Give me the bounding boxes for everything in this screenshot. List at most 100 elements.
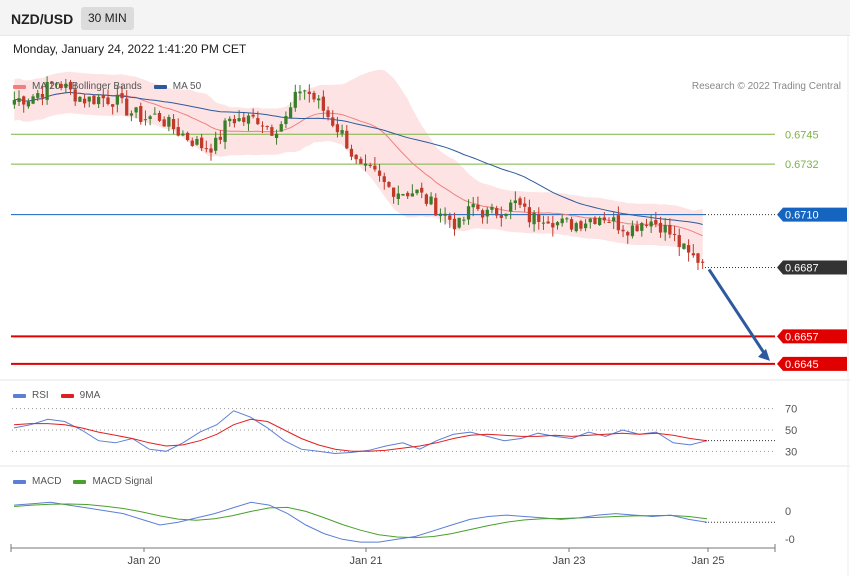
candle-body: [429, 196, 433, 205]
candle-body: [663, 225, 667, 233]
timeframe-badge[interactable]: 30 MIN: [81, 7, 134, 30]
candle-body: [148, 116, 152, 119]
candle-body: [630, 225, 635, 237]
candle-body: [335, 124, 340, 133]
candle-body: [349, 148, 354, 157]
rsi-swatch: [13, 393, 26, 398]
rsi-legend-label: RSI: [32, 390, 49, 401]
candle-body: [523, 203, 527, 207]
macd-signal-line: [13, 503, 708, 539]
candle-body: [246, 115, 251, 124]
candle-body: [111, 104, 115, 107]
candle-body: [546, 221, 550, 224]
candle-body: [101, 94, 105, 99]
candle-body: [40, 93, 45, 98]
credit-label: Research © 2022 Trading Central: [691, 81, 841, 92]
candle-body: [607, 222, 611, 224]
candle-body: [167, 117, 171, 127]
candle-body: [555, 222, 560, 226]
candle-body: [406, 192, 410, 197]
candle-body: [354, 154, 358, 160]
candle-body: [701, 261, 705, 263]
candle-body: [218, 136, 223, 140]
macd-legend-label: MACD: [32, 476, 62, 487]
macd-swatch: [13, 479, 26, 484]
candle-body: [134, 107, 138, 113]
candle-body: [382, 176, 386, 183]
macd-tick-label: -0: [785, 534, 795, 546]
candle-body: [321, 96, 326, 111]
candle-body: [635, 225, 639, 232]
candle-body: [438, 213, 443, 217]
candle-body: [494, 208, 499, 216]
level-label: 0.6745: [785, 129, 819, 141]
candle-body: [199, 137, 204, 149]
x-tick-label: Jan 20: [127, 555, 160, 567]
candle-body: [256, 118, 260, 125]
candle-body: [649, 221, 653, 227]
level-label: 0.6732: [785, 159, 819, 171]
candle-body: [303, 90, 307, 92]
candle-body: [176, 127, 180, 136]
ma20-swatch: [13, 84, 26, 89]
candle-body: [54, 83, 59, 85]
candle-body: [171, 118, 176, 130]
candle-body: [480, 210, 485, 218]
candle-body: [448, 215, 452, 220]
level-tag: [777, 329, 847, 344]
level-label: 0.6657: [785, 331, 819, 343]
candle-body: [17, 98, 21, 102]
candle-body: [598, 217, 602, 226]
candle-body: [452, 218, 457, 230]
candle-body: [626, 232, 630, 236]
candle-body: [415, 189, 419, 194]
candle-body: [326, 110, 330, 117]
candle-body: [73, 89, 77, 102]
x-tick-label: Jan 23: [552, 555, 585, 567]
candle-body: [682, 243, 686, 249]
level-tag: [777, 260, 847, 275]
ma9-swatch: [60, 393, 74, 398]
candle-body: [476, 204, 480, 209]
candle-body: [588, 218, 592, 223]
candle-body: [223, 120, 227, 142]
candle-body: [462, 219, 466, 221]
candle-body: [143, 119, 148, 121]
x-tick-label: Jan 25: [691, 555, 724, 567]
candle-body: [443, 213, 447, 216]
candle-body: [387, 181, 391, 187]
candle-body: [616, 215, 621, 231]
candle-body: [368, 165, 372, 167]
candle-body: [120, 93, 124, 99]
candle-body: [64, 83, 68, 88]
rsi-tick-label: 50: [785, 425, 797, 437]
candle-body: [499, 214, 503, 218]
candle-body: [401, 193, 405, 196]
datetime-label: Monday, January 24, 2022 1:41:20 PM CET: [13, 42, 247, 56]
candle-body: [204, 148, 208, 150]
candle-body: [363, 163, 368, 166]
candle-body: [214, 137, 218, 151]
level-tag: [777, 207, 847, 222]
main-legend: MA 20 + Bollinger Bands MA 50: [13, 81, 201, 92]
candle-body: [228, 118, 232, 122]
candle-body: [640, 223, 644, 231]
candle-body: [424, 194, 429, 204]
candle-body: [129, 113, 134, 116]
candle-body: [345, 130, 349, 149]
candle-body: [583, 223, 588, 229]
level-label: 0.6645: [785, 359, 819, 371]
candle-body: [560, 218, 564, 224]
candle-body: [92, 95, 96, 105]
candle-body: [672, 233, 677, 235]
candle-body: [569, 219, 574, 230]
macd-signal-legend-label: MACD Signal: [92, 476, 153, 487]
candle-body: [396, 193, 400, 199]
pair-label: NZD/USD: [11, 11, 74, 27]
candle-body: [153, 113, 157, 115]
x-tick-label: Jan 21: [349, 555, 382, 567]
ma9-legend-label: 9MA: [79, 390, 101, 401]
forecast-arrow: [707, 268, 768, 357]
level-tag: [777, 356, 847, 371]
candle-body: [466, 206, 471, 220]
